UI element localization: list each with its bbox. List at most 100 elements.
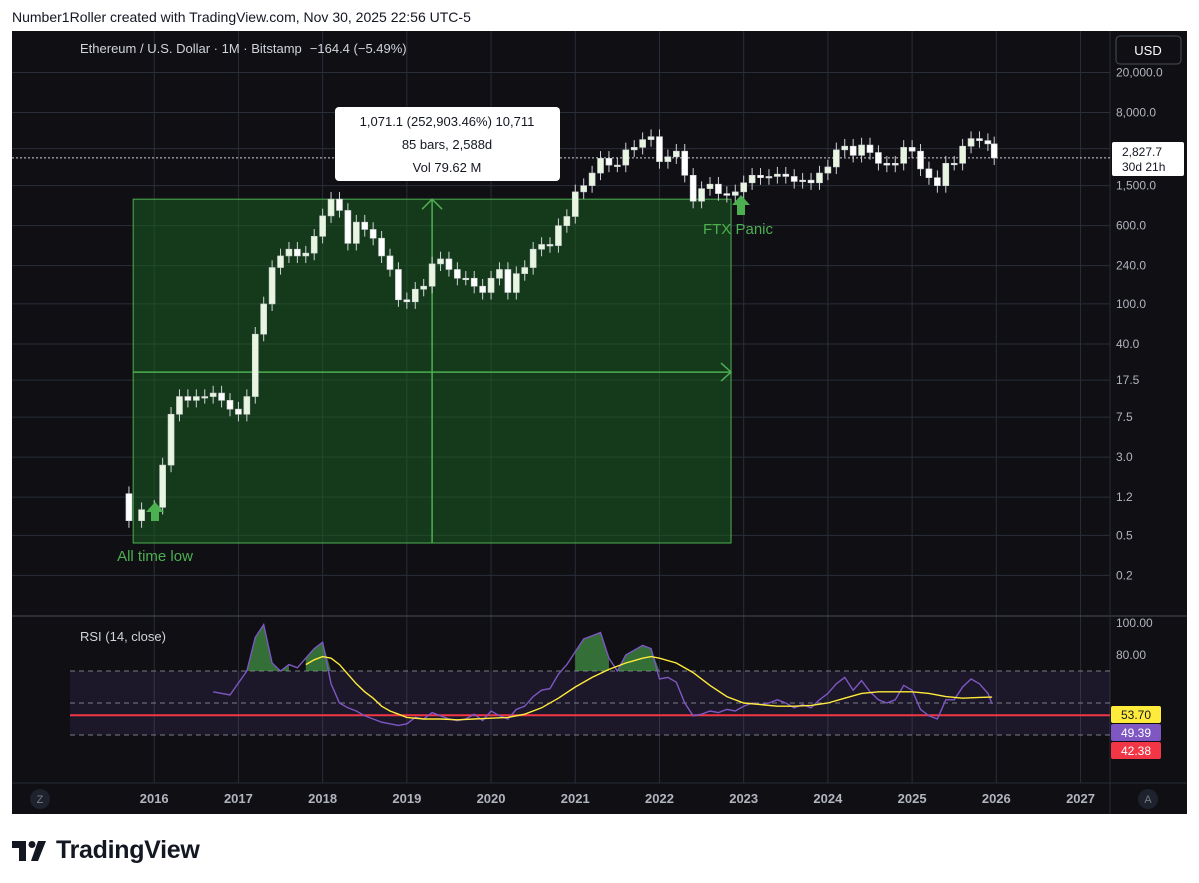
time-tick-label: 2022 [645, 791, 674, 806]
candle-body [184, 396, 192, 401]
candle-body [454, 269, 461, 279]
candle-body [521, 267, 529, 274]
candle-body [125, 493, 133, 521]
candle-body [411, 288, 419, 303]
candle-body [167, 413, 175, 466]
rsi-line [213, 622, 993, 727]
candle-body [799, 179, 806, 182]
candle-body [327, 198, 335, 217]
time-tick-label: 2023 [729, 791, 758, 806]
candle-body [765, 176, 773, 179]
currency-button[interactable]: USD [1115, 35, 1182, 65]
candle-body [866, 144, 874, 153]
candle-body [849, 145, 857, 156]
candle-body [900, 147, 907, 164]
price-tick-label: 0.2 [1116, 568, 1133, 582]
candle-body [445, 258, 453, 270]
time-tick-label: 2026 [982, 791, 1011, 806]
time-tick-label: 2024 [813, 791, 843, 806]
candle-body [824, 166, 832, 174]
candle-body [218, 392, 225, 401]
time-tick-label: 2018 [308, 791, 337, 806]
candle-body [260, 303, 267, 335]
candle-body [698, 188, 705, 202]
candle-body [437, 258, 444, 265]
price-tick-label: 40.0 [1116, 337, 1140, 351]
time-tick-label: 2016 [140, 791, 169, 806]
candle-body [344, 210, 352, 244]
candle-body [336, 198, 343, 211]
candle-body [369, 229, 377, 239]
candle-body [487, 277, 495, 293]
candle-body [138, 509, 145, 521]
candle-body [302, 252, 310, 257]
z-button[interactable]: Z [30, 789, 50, 809]
auto-scale-button[interactable]: A [1138, 789, 1158, 809]
candle-body [731, 191, 739, 196]
time-tick-label: 2027 [1066, 791, 1095, 806]
rsi-level-value: 42.38 [1121, 744, 1151, 758]
candle-body [757, 174, 764, 178]
ath-low-label: All time low [117, 548, 193, 565]
symbol-title: Ethereum / U.S. Dollar · 1M · Bitstamp −1… [80, 41, 407, 56]
candle-body [176, 396, 183, 415]
price-tick-label: 240.0 [1116, 259, 1146, 273]
chart-container[interactable]: 20,000.08,000.03,500.01,500.0600.0240.01… [12, 31, 1187, 814]
measure-volume: Vol 79.62 M [413, 160, 482, 175]
candle-body [193, 396, 200, 401]
candle-body [353, 221, 360, 244]
candle-body [990, 143, 998, 159]
candle-body [243, 396, 251, 415]
candle-body [656, 136, 663, 162]
candle-body [740, 182, 747, 193]
candle-body [647, 136, 655, 140]
rsi-ma-value: 53.70 [1121, 708, 1151, 722]
candle-body [959, 145, 966, 164]
candle-body [310, 236, 318, 254]
ftx-label: FTX Panic [703, 221, 774, 238]
candle-body [858, 144, 865, 156]
price-chart[interactable]: 20,000.08,000.03,500.01,500.0600.0240.01… [12, 31, 1187, 814]
rsi-title: RSI (14, close) [80, 629, 166, 644]
candle-body [470, 277, 478, 287]
candle-body [209, 392, 217, 397]
candle-body [420, 285, 427, 290]
tradingview-logo: TradingView [12, 836, 200, 865]
currency-label: USD [1134, 43, 1161, 58]
candle-body [614, 164, 621, 167]
candle-body [529, 248, 537, 268]
candle-body [462, 277, 470, 281]
candle-body [715, 183, 722, 194]
price-tick-label: 1,500.0 [1116, 179, 1156, 193]
candle-body [917, 150, 924, 170]
candle-body [513, 273, 520, 293]
candle-body [942, 163, 950, 186]
candle-body [681, 150, 689, 176]
last-price-label: 2,827.7 30d 21h [1112, 142, 1184, 176]
bar-countdown: 30d 21h [1122, 160, 1165, 174]
candle-body [883, 163, 891, 166]
candle-body [538, 244, 545, 250]
candle-body [251, 333, 259, 397]
time-tick-label: 2025 [898, 791, 927, 806]
candle-body [891, 163, 899, 166]
price-tick-label: 3.0 [1116, 450, 1133, 464]
up-arrow-icon [732, 195, 750, 215]
time-axis[interactable]: 2016 2017 2018 2019 2020 2021 2022 2023 2024 2025… [140, 791, 1095, 806]
rsi-value: 49.39 [1121, 726, 1151, 740]
candle-body [319, 215, 326, 237]
measure-tooltip: 1,071.1 (252,903.46%) 10,711 85 bars, 2,… [335, 107, 560, 181]
candle-body [235, 408, 242, 415]
up-arrow-icon [146, 502, 164, 521]
rsi-overbought-fill [575, 632, 609, 671]
price-axis[interactable]: 20,000.08,000.03,500.01,500.0600.0240.01… [1116, 65, 1163, 662]
candle-body [378, 237, 385, 257]
candle-body [361, 221, 369, 230]
candle-body [588, 172, 596, 186]
candle-body [723, 193, 731, 196]
rsi-ma-line [305, 655, 993, 721]
candle-body [386, 255, 394, 270]
candle-body [277, 255, 284, 268]
candle-body [908, 147, 916, 152]
price-tick-label: 600.0 [1116, 219, 1146, 233]
